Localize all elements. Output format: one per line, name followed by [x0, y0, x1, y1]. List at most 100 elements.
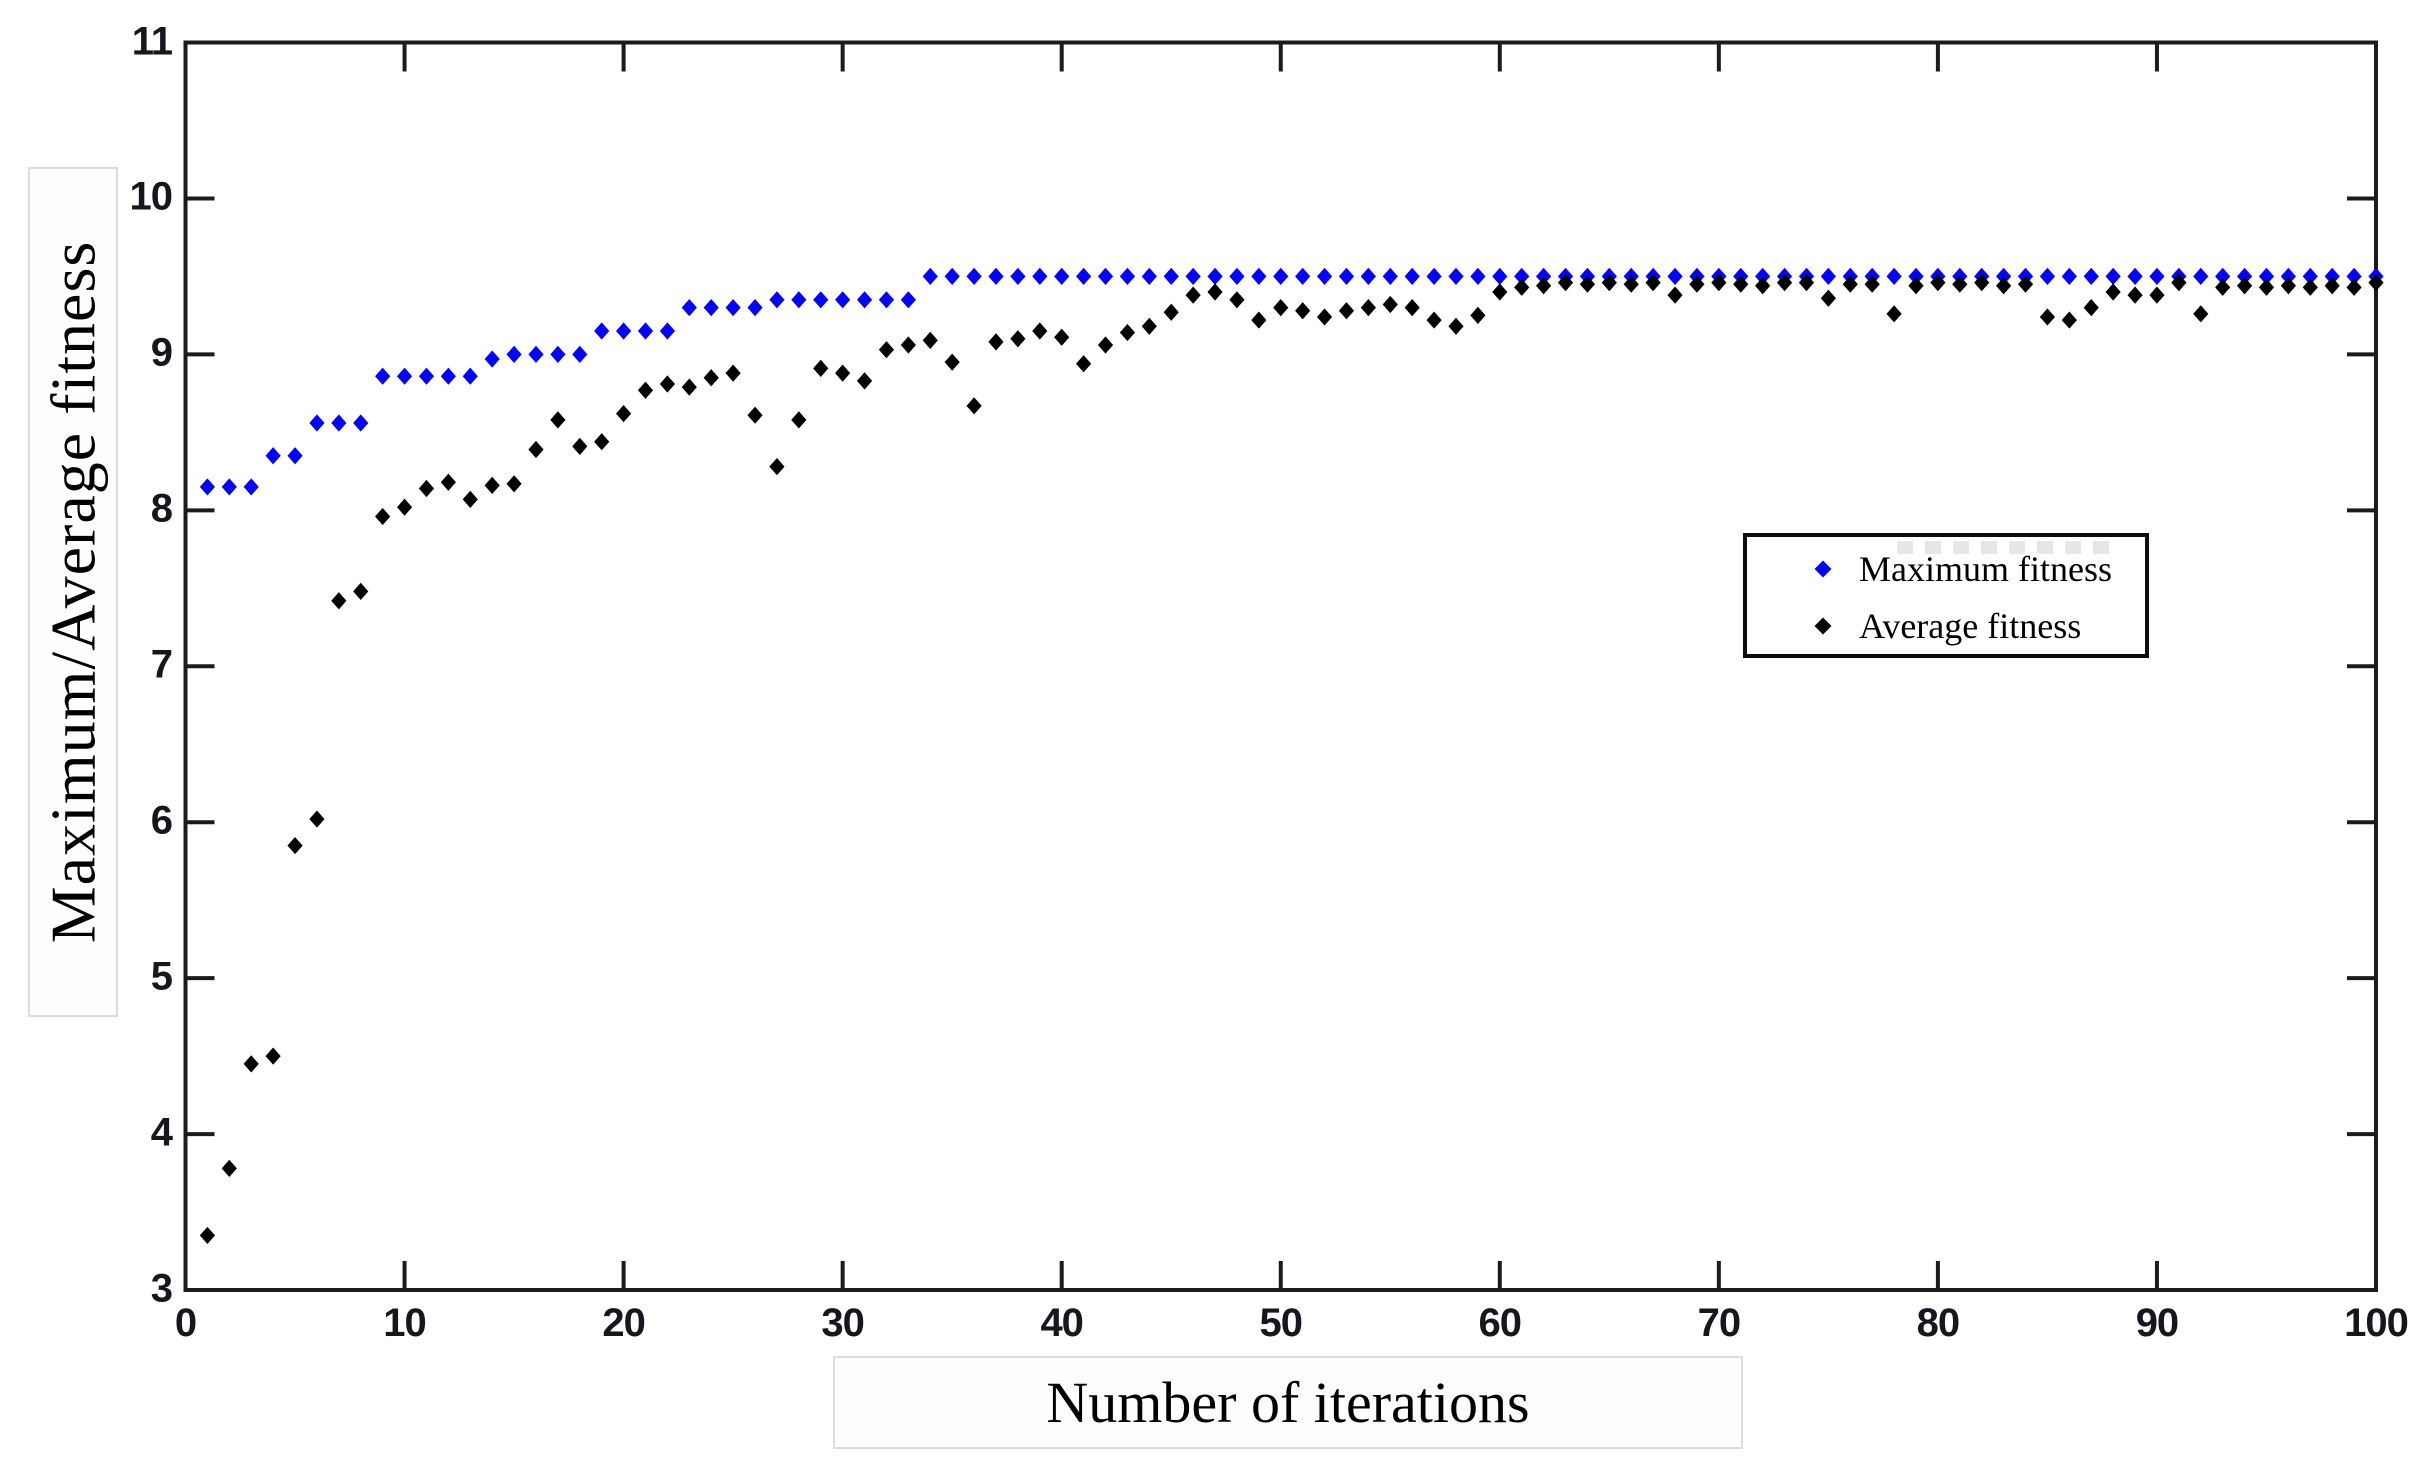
data-point-maximum-fitness [528, 345, 544, 363]
data-point-maximum-fitness [2083, 267, 2099, 286]
x-tick-label: 30 [821, 1301, 864, 1345]
data-point-maximum-fitness [1010, 267, 1026, 286]
data-point-maximum-fitness [1251, 267, 1267, 286]
data-point-average-fitness [572, 437, 588, 455]
data-point-maximum-fitness [1185, 267, 1201, 286]
y-tick-label: 5 [150, 954, 173, 999]
data-point-average-fitness [900, 336, 916, 354]
data-point-maximum-fitness [550, 345, 566, 363]
data-point-average-fitness [594, 433, 610, 451]
data-point-maximum-fitness [484, 350, 500, 368]
data-point-average-fitness [1338, 302, 1355, 320]
data-point-average-fitness [1360, 298, 1376, 317]
x-tick-label: 0 [174, 1301, 197, 1345]
data-point-average-fitness [2324, 277, 2340, 295]
data-point-average-fitness [681, 378, 697, 396]
data-point-maximum-fitness [396, 367, 413, 385]
data-point-maximum-fitness [2039, 267, 2056, 286]
data-point-average-fitness [331, 592, 347, 610]
data-point-average-fitness [1864, 275, 1880, 293]
y-tick-label: 9 [150, 330, 173, 375]
data-point-maximum-fitness [1404, 267, 1420, 286]
data-point-maximum-fitness [791, 291, 807, 309]
data-point-maximum-fitness [878, 291, 895, 309]
data-point-average-fitness [1667, 286, 1683, 304]
data-point-average-fitness [2061, 311, 2077, 329]
data-point-maximum-fitness [1316, 267, 1333, 286]
data-point-maximum-fitness [1996, 267, 2012, 286]
data-point-average-fitness [462, 490, 478, 508]
data-point-maximum-fitness [353, 414, 369, 432]
data-point-average-fitness [1996, 277, 2012, 295]
data-point-average-fitness [1514, 278, 1530, 296]
data-point-maximum-fitness [199, 478, 216, 496]
data-point-maximum-fitness [265, 447, 281, 465]
data-point-average-fitness [1032, 322, 1048, 340]
data-point-average-fitness [2017, 275, 2034, 293]
data-point-maximum-fitness [1667, 267, 1683, 286]
data-point-average-fitness [550, 411, 566, 429]
data-point-maximum-fitness [1470, 267, 1486, 286]
data-point-average-fitness [528, 440, 544, 459]
data-point-maximum-fitness [2061, 267, 2077, 286]
x-tick-label: 10 [383, 1301, 426, 1345]
data-point-average-fitness [856, 372, 873, 390]
legend-label-average-fitness: Average fitness [1859, 606, 2082, 646]
data-point-maximum-fitness [2280, 267, 2296, 286]
data-point-average-fitness [418, 479, 435, 498]
x-tick-label: 100 [2344, 1301, 2409, 1345]
y-tick-label: 11 [131, 19, 173, 64]
data-point-average-fitness [1842, 275, 1858, 293]
x-tick-label: 90 [2135, 1301, 2179, 1345]
data-point-average-fitness [1886, 305, 1902, 323]
data-point-average-fitness [1382, 295, 1398, 314]
data-point-average-fitness [616, 405, 632, 423]
data-point-maximum-fitness [1820, 267, 1836, 286]
data-point-maximum-fitness [1382, 267, 1398, 286]
data-point-maximum-fitness [2127, 267, 2143, 286]
data-point-average-fitness [1229, 291, 1245, 309]
data-point-average-fitness [1601, 274, 1617, 292]
y-tick-label: 3 [150, 1266, 173, 1311]
data-point-average-fitness [2236, 277, 2253, 295]
data-point-maximum-fitness [2193, 267, 2209, 286]
data-point-maximum-fitness [703, 298, 719, 317]
data-point-average-fitness [791, 411, 807, 429]
y-tick-label: 10 [129, 175, 174, 220]
data-point-maximum-fitness [1492, 267, 1508, 286]
data-point-maximum-fitness [856, 291, 873, 309]
data-point-maximum-fitness [221, 478, 237, 496]
x-tick-label: 50 [1259, 1301, 1303, 1345]
data-point-maximum-fitness [594, 322, 610, 340]
maximum-fitness-diamond-icon [1814, 560, 1832, 578]
data-point-average-fitness [922, 331, 938, 349]
data-point-average-fitness [1974, 274, 1990, 292]
data-point-maximum-fitness [835, 291, 851, 309]
data-point-average-fitness [265, 1047, 281, 1065]
data-point-average-fitness [966, 397, 982, 415]
data-point-average-fitness [1776, 274, 1793, 292]
data-point-average-fitness [747, 406, 763, 424]
data-point-maximum-fitness [1229, 267, 1245, 286]
data-point-maximum-fitness [375, 367, 391, 385]
data-point-average-fitness [309, 810, 325, 828]
data-point-average-fitness [353, 582, 369, 600]
data-point-maximum-fitness [1295, 267, 1311, 286]
data-point-maximum-fitness [659, 322, 676, 340]
data-point-maximum-fitness [2215, 267, 2231, 286]
data-point-maximum-fitness [287, 447, 303, 465]
data-point-average-fitness [1908, 277, 1924, 295]
data-point-average-fitness [2215, 278, 2231, 296]
data-point-maximum-fitness [1514, 267, 1530, 286]
data-point-average-fitness [1492, 283, 1508, 301]
data-point-average-fitness [1755, 277, 1771, 295]
data-point-maximum-fitness [988, 267, 1004, 286]
y-axis-label-box: Maximum/Average fitness [28, 167, 118, 1017]
data-point-average-fitness [1141, 317, 1157, 335]
data-point-average-fitness [1119, 323, 1136, 342]
data-point-average-fitness [1733, 275, 1749, 293]
data-point-maximum-fitness [462, 367, 478, 385]
data-point-maximum-fitness [1054, 267, 1070, 286]
